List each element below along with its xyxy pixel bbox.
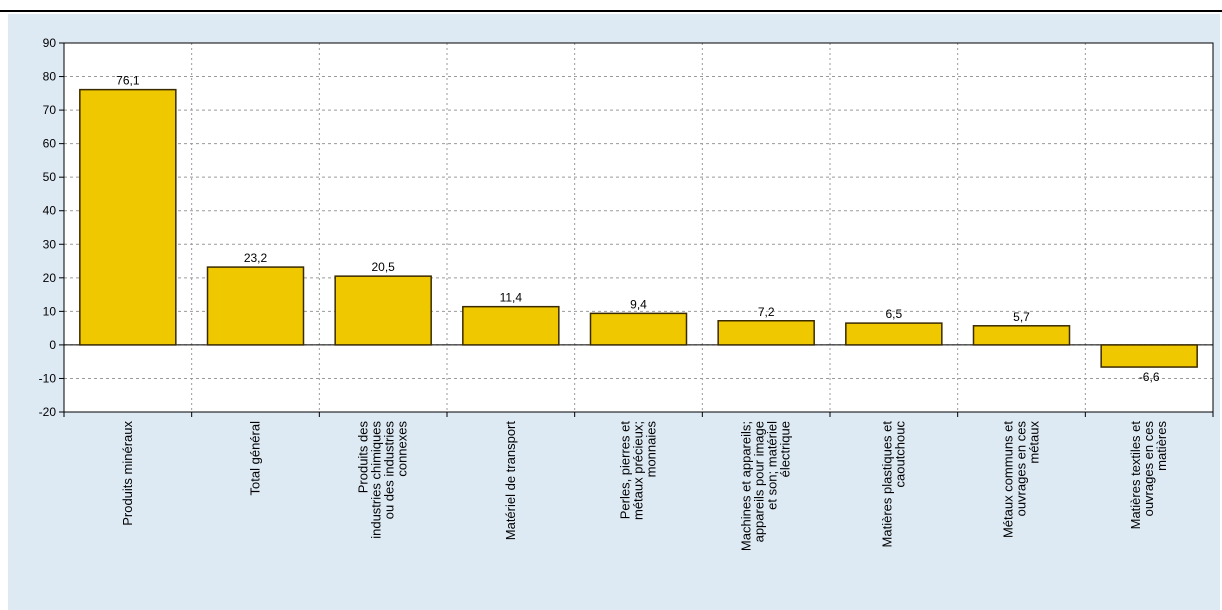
category-label: Matériel de transport xyxy=(503,421,518,541)
bar xyxy=(972,325,1071,346)
category-label-line: Machines et appareils; xyxy=(739,421,754,551)
y-tick-label: 20 xyxy=(43,271,57,285)
category-label-line: industries chimiques xyxy=(369,421,384,539)
plot-border xyxy=(63,42,1214,413)
bar xyxy=(1100,344,1198,368)
category-label-line: métaux précieux; xyxy=(631,421,646,520)
category-label-line: matières xyxy=(1154,421,1169,471)
category-label-line: ouvrages en ces xyxy=(1014,421,1029,517)
bar xyxy=(206,266,305,346)
category-label-line: Perles, pierres et xyxy=(618,421,633,520)
data-label: 9,4 xyxy=(630,297,647,311)
y-tick-label: 0 xyxy=(49,338,56,352)
y-tick-label: 80 xyxy=(43,70,57,84)
data-label: 5,7 xyxy=(1013,310,1030,324)
bar xyxy=(589,312,688,346)
category-label-line: caoutchouc xyxy=(892,421,907,488)
category-label-line: Matières textiles et xyxy=(1128,421,1143,530)
category-label-line: métaux xyxy=(1027,421,1042,464)
top-rule xyxy=(0,10,1222,12)
data-label: 23,2 xyxy=(244,251,268,265)
data-label: 6,5 xyxy=(885,307,902,321)
category-label-line: Matériel de transport xyxy=(503,421,518,541)
category-label: Total général xyxy=(248,421,263,496)
y-tick-label: 10 xyxy=(43,304,57,318)
data-label: -6,6 xyxy=(1139,370,1160,384)
bar xyxy=(334,275,432,346)
category-label-line: et son; matériel xyxy=(765,421,780,510)
data-label: 76,1 xyxy=(116,74,140,88)
category-label-line: Métaux communs et xyxy=(1001,421,1016,538)
bar xyxy=(462,305,560,346)
y-tick-label: -20 xyxy=(39,405,57,419)
plot-area xyxy=(64,43,1213,412)
category-label-line: connexes xyxy=(395,421,410,477)
y-tick-label: -10 xyxy=(39,371,57,385)
y-tick-label: 50 xyxy=(43,170,57,184)
y-tick-label: 60 xyxy=(43,137,57,151)
data-label: 20,5 xyxy=(371,260,395,274)
category-label-line: électrique xyxy=(778,421,793,477)
category-label-line: Matières plastiques et xyxy=(879,421,894,548)
y-tick-label: 30 xyxy=(43,237,57,251)
y-tick-label: 90 xyxy=(43,36,57,50)
data-label: 7,2 xyxy=(758,305,775,319)
bar xyxy=(79,88,177,346)
category-label: Produits minéraux xyxy=(120,421,135,526)
data-label: 11,4 xyxy=(500,291,523,305)
category-label: Machines et appareils;appareils pour ima… xyxy=(739,421,793,551)
category-label-line: Produits des xyxy=(356,421,371,494)
category-label-line: appareils pour image xyxy=(752,421,767,542)
category-label-line: Total général xyxy=(248,421,263,496)
category-label-line: ouvrages en ces xyxy=(1141,421,1156,517)
category-label-line: Produits minéraux xyxy=(120,421,135,526)
category-label-line: ou des industries xyxy=(382,421,397,520)
y-tick-label: 40 xyxy=(43,204,57,218)
bar xyxy=(717,320,815,346)
bar xyxy=(845,322,943,346)
y-tick-label: 70 xyxy=(43,103,57,117)
category-label-line: monnaies xyxy=(644,421,659,478)
